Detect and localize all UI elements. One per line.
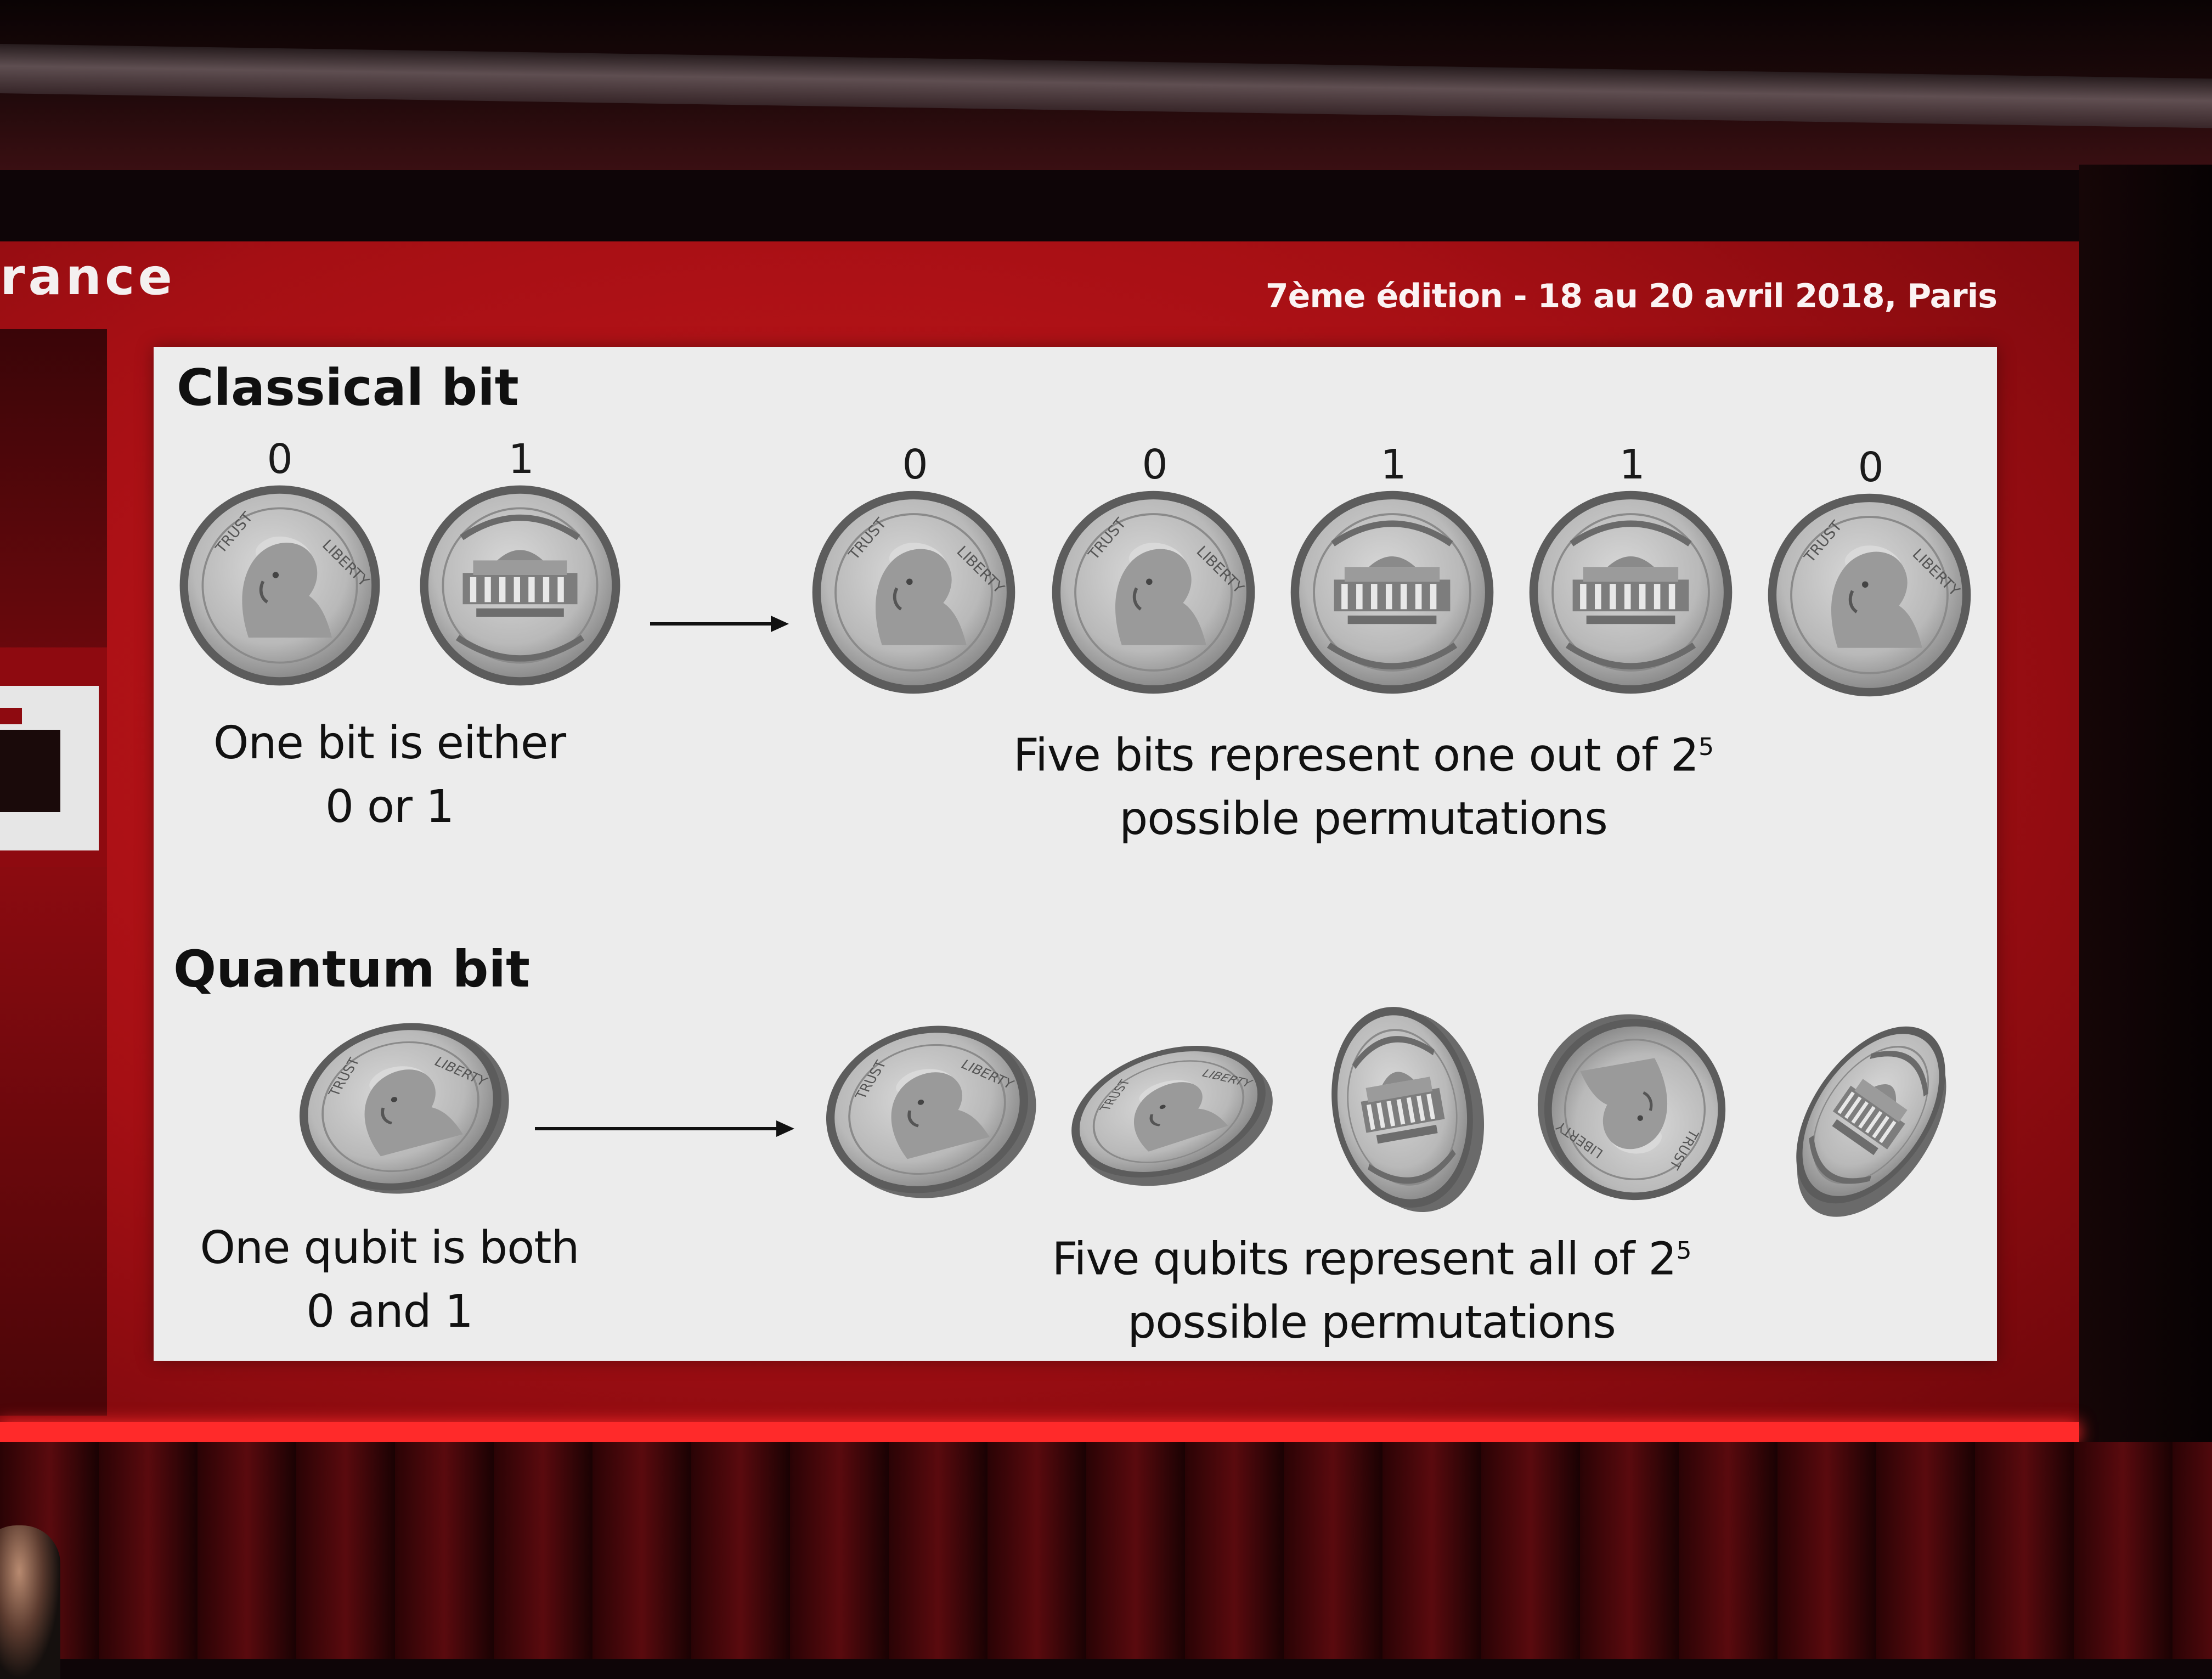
conference-logo-icon [0,647,107,867]
coin-spinning-icon [291,1013,510,1200]
coin-tails-icon [1525,487,1736,698]
bit-label: 1 [1380,441,1407,488]
bit-label: 0 [1858,444,1884,491]
arrow-right-icon [535,1120,794,1137]
stage-right-shadow [2079,165,2212,1443]
arrow-right-icon [650,616,789,632]
edition-banner: 7ème édition - 18 au 20 avril 2018, Pari… [1265,277,1997,315]
quantum-five-caption: Five qubits represent all of 25 possible… [1052,1233,1691,1349]
coin-spinning-icon [817,1016,1037,1203]
bit-label: 0 [1142,441,1168,488]
brand-text: rance [0,247,176,306]
coin-heads-icon [176,481,384,690]
coin-tails-icon [416,481,624,690]
coin-spinning-icon [1317,1000,1487,1214]
coin-tails-icon [1286,487,1498,698]
presentation-slide: Classical bit 0 1 0 0 1 1 0 One bit is e… [154,347,1997,1361]
bit-label: 0 [902,441,928,488]
classical-five-caption: Five bits represent one out of 25 possib… [1013,729,1714,846]
left-banner-panel [0,329,107,1416]
stage-led-strip [0,1422,2079,1442]
coin-spinning-icon [1059,1033,1278,1192]
quantum-bit-title: Quantum bit [173,940,531,999]
coin-spinning-icon [1536,1011,1734,1208]
bit-label: 0 [267,436,293,483]
stage-curtain [0,1442,2212,1659]
coin-spinning-icon [1788,1011,1953,1219]
coin-heads-icon [1048,487,1259,698]
classical-bit-title: Classical bit [177,358,519,417]
coin-heads-icon [1764,489,1975,701]
bit-label: 1 [508,436,534,483]
bit-label: 1 [1619,441,1645,488]
coin-heads-icon [808,487,1019,698]
quantum-single-caption: One qubit is both 0 and 1 [200,1222,579,1338]
classical-single-caption: One bit is either 0 or 1 [213,717,566,833]
speaker-figure [0,1525,60,1679]
